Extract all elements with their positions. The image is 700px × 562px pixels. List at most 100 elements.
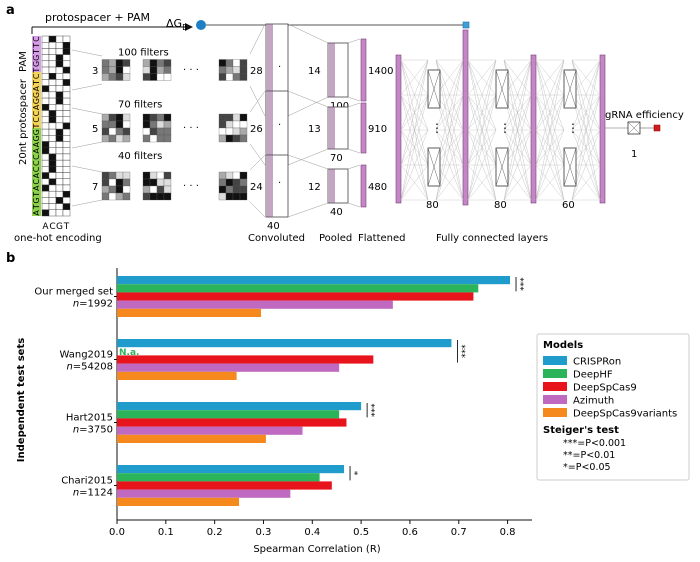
guide-line	[287, 90, 329, 108]
filter-cell	[149, 185, 158, 194]
neuron-diag	[563, 69, 577, 109]
bar-crispron	[117, 402, 362, 411]
one-hot-cell	[41, 73, 50, 80]
filter-cell	[156, 171, 165, 180]
filter-cell	[115, 178, 124, 187]
fc-connection	[571, 59, 601, 166]
filter-cell	[232, 66, 241, 74]
filter-cell	[142, 185, 151, 194]
category-n-label: n=1992	[73, 299, 113, 310]
bar-chart: 0.0 0.1 0.2 0.3 0.4 0.5 0.6 0.7 0.8 Our merged se…	[34, 268, 532, 538]
filters-label: 40 filters	[118, 151, 162, 162]
category-label: Wang2019	[59, 350, 113, 361]
pool-depth: 40	[330, 207, 343, 218]
one-hot-cell	[41, 60, 50, 68]
x-tick-label: 0.2	[207, 527, 223, 538]
bar-deepspcas9	[117, 481, 332, 490]
fc-connection	[467, 129, 497, 201]
guide-line	[71, 141, 103, 149]
category-label: Chari2015	[61, 476, 113, 487]
guide-line	[249, 201, 266, 218]
output-size: 1	[631, 149, 637, 160]
legend-label-deepspcas9: DeepSpCas9	[573, 383, 637, 394]
one-hot-cell	[48, 135, 57, 142]
one-hot-cell	[62, 66, 71, 74]
one-hot-cell	[62, 42, 71, 49]
filter-cell	[142, 171, 151, 180]
filter-cell	[163, 185, 172, 194]
one-hot-cell	[62, 172, 71, 179]
filters-label: 100 filters	[118, 48, 169, 59]
pool-length: 12	[308, 182, 321, 193]
sequence-letter: T	[32, 80, 41, 86]
category-n-label: n=54208	[66, 362, 113, 373]
category-n-label: n=1124	[73, 488, 113, 499]
one-hot-cell	[55, 104, 64, 111]
one-hot-cell	[55, 79, 64, 86]
filter-cell	[115, 171, 124, 180]
legend-swatch-deepspcas9variants	[543, 408, 567, 417]
fc-connection	[435, 164, 464, 201]
filter-cell	[239, 178, 248, 187]
one-hot-cell	[41, 122, 50, 130]
filter-cell	[163, 127, 172, 136]
filter-cell	[163, 113, 172, 122]
fc-connection	[400, 59, 429, 166]
pool-length: 14	[308, 66, 321, 77]
one-hot-cell	[55, 110, 64, 117]
filter-cell	[218, 120, 227, 129]
guide-line	[71, 165, 103, 173]
one-hot-cell	[62, 153, 71, 161]
filter-cell	[218, 185, 227, 194]
fc-connection	[400, 59, 429, 96]
delta-g-label: ΔGB	[166, 17, 188, 32]
one-hot-cell	[55, 172, 64, 179]
one-hot-cell	[41, 85, 50, 93]
fc-connection	[535, 94, 565, 201]
filter-cell	[156, 66, 165, 74]
one-hot-cell	[55, 184, 64, 192]
sequence-letter: A	[32, 86, 41, 92]
one-hot-cell	[48, 166, 57, 173]
guide-line	[347, 148, 361, 154]
fc-connection	[467, 59, 497, 96]
guide-line	[71, 107, 103, 115]
kernel-size: 3	[92, 66, 98, 77]
filter-cell	[232, 59, 241, 67]
one-hot-cell	[62, 79, 71, 86]
one-hot-cell	[41, 54, 50, 62]
filter-cell	[108, 178, 117, 187]
filter-cell	[101, 66, 110, 74]
guide-line	[347, 202, 361, 208]
bar-deepspcas9	[117, 292, 474, 301]
filter-cell	[115, 113, 124, 122]
fc-connection	[535, 59, 565, 96]
one-hot-cell	[48, 141, 57, 148]
one-hot-cell	[48, 159, 57, 167]
filter-cell	[149, 127, 158, 136]
sequence-letter: C	[32, 110, 41, 116]
filter-cell	[142, 192, 151, 201]
filter-cell	[142, 113, 151, 122]
one-hot-cell	[62, 110, 71, 117]
neuron-diag	[427, 147, 441, 187]
bar-azimuth	[117, 489, 291, 498]
guide-line	[287, 96, 329, 117]
bar-azimuth	[117, 300, 393, 309]
sequence-letter: A	[32, 104, 41, 110]
one-hot-cell	[41, 97, 50, 105]
sequence-letter: G	[32, 92, 41, 98]
legend-entries: CRISPRon DeepHF DeepSpCas9 Azimuth DeepSpCas…	[543, 356, 677, 420]
one-hot-cell	[62, 197, 71, 204]
x-tick-label: 0.4	[304, 527, 320, 538]
pool-length: 13	[308, 124, 321, 135]
fc-connection	[503, 59, 532, 166]
one-hot-cell	[62, 141, 71, 148]
legend-label-deephf: DeepHF	[573, 370, 613, 381]
flattened-size: 910	[368, 124, 387, 135]
filter-cell	[225, 127, 234, 136]
filter-cell	[101, 134, 110, 143]
legend-title: Models	[543, 340, 583, 351]
